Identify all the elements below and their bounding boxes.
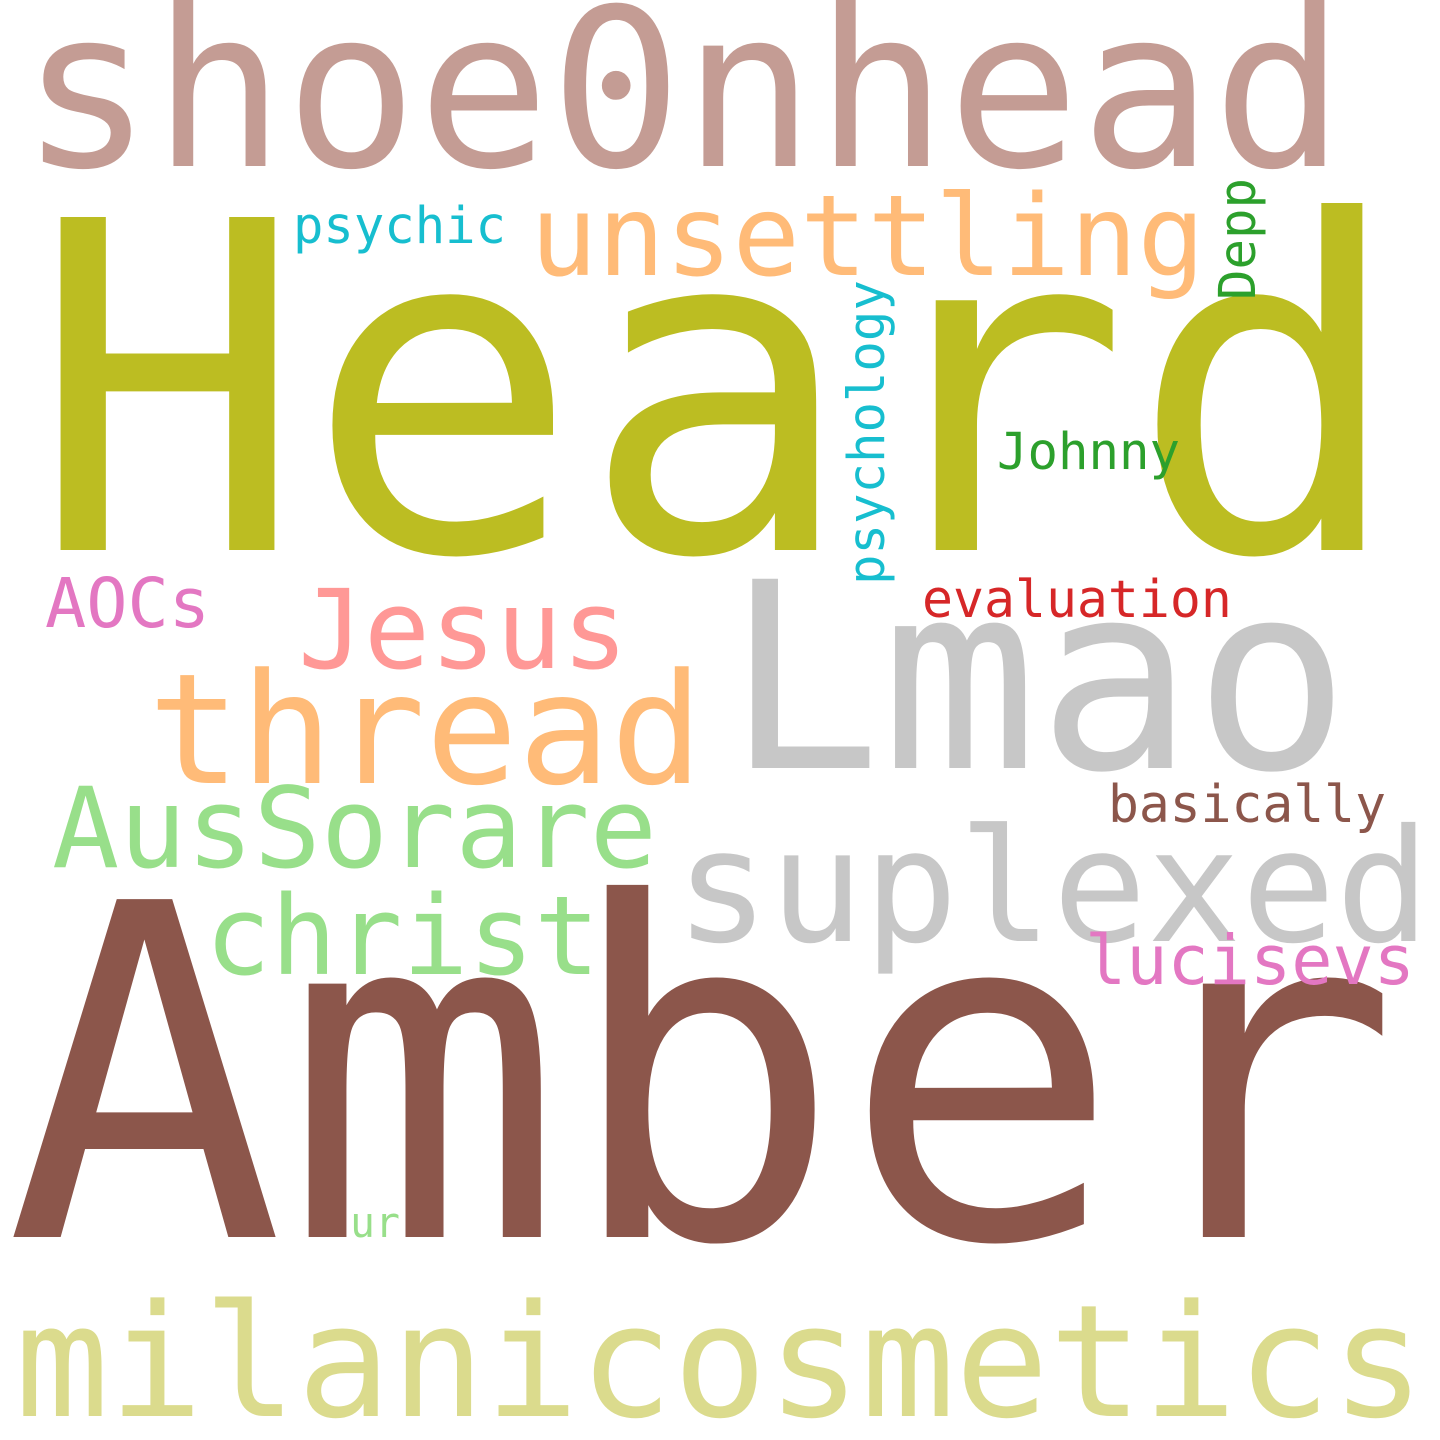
word-thread: thread — [148, 640, 703, 820]
word-heard: Heard — [30, 126, 1405, 659]
word-depp: Depp — [1207, 178, 1267, 300]
word-johnny: Johnny — [997, 422, 1180, 482]
word-ur: ur — [350, 1198, 400, 1248]
word-aocs: AOCs — [45, 564, 210, 645]
word-basically: basically — [1108, 774, 1386, 835]
word-psychic: psychic — [293, 195, 506, 255]
word-amber: Amber — [5, 808, 1400, 1348]
word-psychology: psychology — [837, 280, 897, 585]
word-jesus: Jesus — [298, 566, 628, 695]
word-lucisevs: lucisevs — [1085, 920, 1415, 1001]
word-evaluation: evaluation — [922, 569, 1232, 630]
word-unsettling: unsettling — [530, 172, 1205, 303]
word-christ: christ — [205, 872, 600, 1000]
word-shoe0nhead: shoe0nhead — [20, 0, 1345, 218]
word-lmao: Lmao — [725, 528, 1350, 831]
word-aussorare: AusSorare — [52, 763, 657, 894]
word-suplexed: suplexed — [675, 796, 1430, 979]
word-milanicosmetics: milanicosmetics — [15, 1270, 1425, 1440]
